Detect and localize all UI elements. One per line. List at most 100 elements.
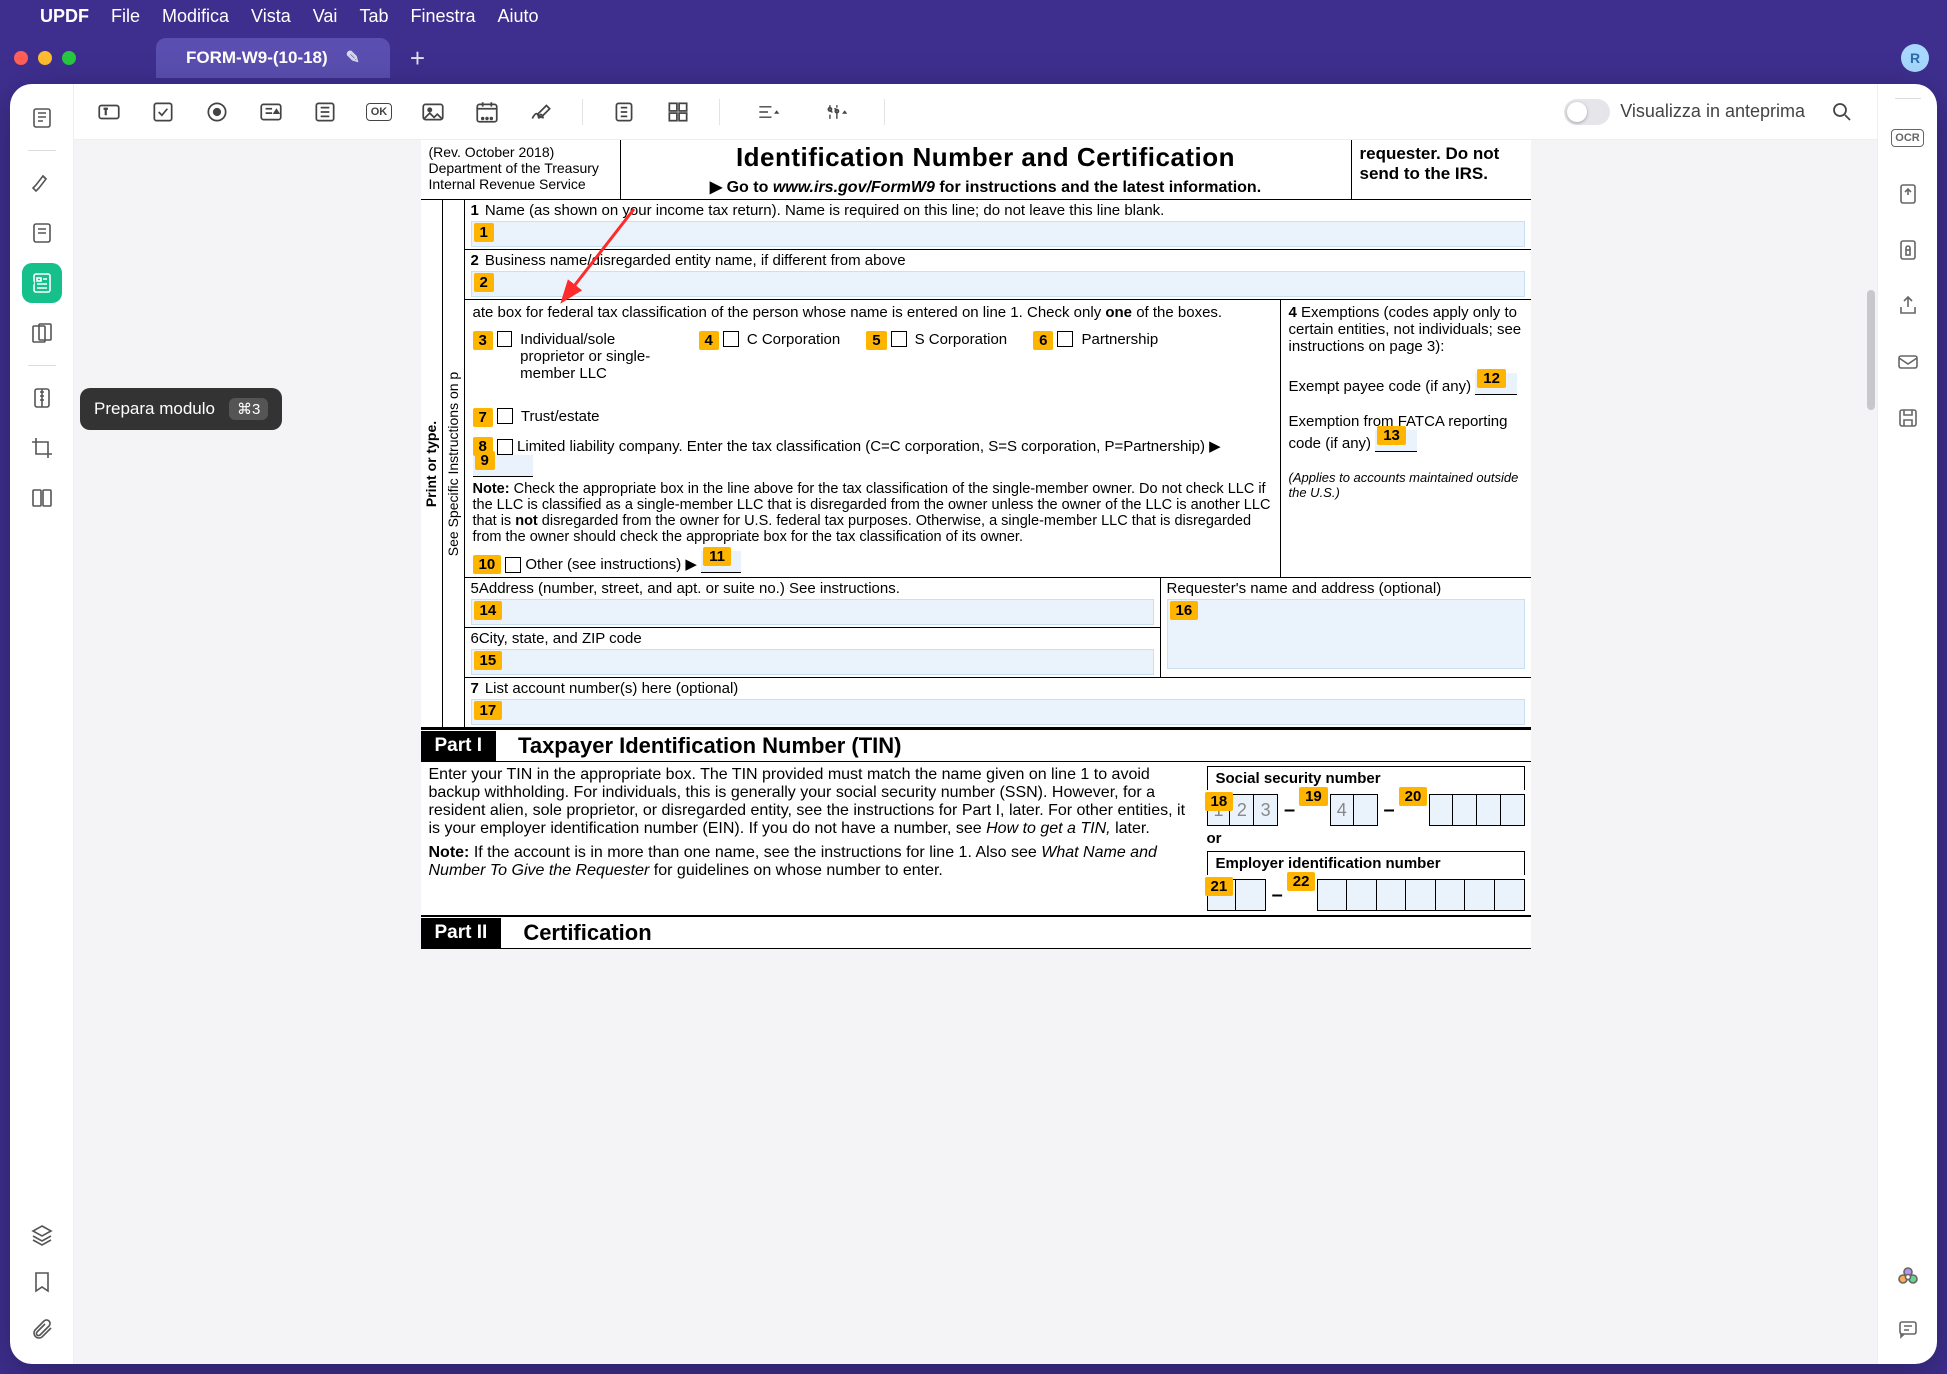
document-tab[interactable]: FORM-W9-(10-18) ✎ [156,38,390,78]
user-avatar[interactable]: R [1901,44,1929,72]
reader-tool[interactable] [22,98,62,138]
ai-assistant-button[interactable] [1891,1260,1925,1294]
prepare-form-tool[interactable] [22,263,62,303]
checkbox-individual[interactable] [497,331,512,347]
mac-menubar: UPDF File Modifica Vista Vai Tab Finestr… [0,0,1947,32]
save-button[interactable] [1891,401,1925,435]
field-address[interactable]: 14 [471,599,1154,625]
document-viewport[interactable]: (Rev. October 2018) Department of the Tr… [74,140,1877,1364]
app-window: Prepara modulo ⌘3 OK Visualizza in antep… [10,84,1937,1364]
vertical-label-inner: See Specific Instructions on p [443,200,465,727]
ein-digit[interactable] [1317,879,1347,911]
search-button[interactable] [1825,95,1859,129]
checkbox-tool[interactable] [146,95,180,129]
ocr-button[interactable]: OCR [1891,121,1925,155]
date-field-tool[interactable] [470,95,504,129]
bookmark-icon[interactable] [30,1270,54,1299]
crop-tool[interactable] [22,428,62,468]
menu-tab[interactable]: Tab [359,6,388,27]
compare-tool[interactable] [22,478,62,518]
field-city[interactable]: 15 [471,649,1154,675]
close-window-button[interactable] [14,51,28,65]
ein-digit[interactable] [1377,879,1407,911]
organize-pages-tool[interactable] [22,313,62,353]
highlight-tool[interactable] [22,163,62,203]
ein-digit[interactable] [1406,879,1436,911]
field-marker: 10 [473,555,502,574]
field-business[interactable]: 2 [471,271,1525,297]
field-accounts[interactable]: 17 [471,699,1525,725]
menu-edit[interactable]: Modifica [162,6,229,27]
preview-toggle[interactable] [1564,99,1610,125]
ssn-digit[interactable] [1429,794,1453,826]
checkbox-other[interactable] [505,557,521,573]
ssn-digit[interactable] [1477,794,1501,826]
field-other[interactable]: 11 [701,551,741,573]
part1-bar: Part I Taxpayer Identification Number (T… [421,728,1531,762]
rename-tab-icon[interactable]: ✎ [346,48,360,68]
menu-help[interactable]: Aiuto [498,6,539,27]
new-tab-button[interactable]: + [410,43,425,74]
field-name[interactable]: 1 [471,221,1525,247]
image-field-tool[interactable] [416,95,450,129]
radio-tool[interactable] [200,95,234,129]
field-marker: 9 [475,451,495,470]
ssn-digit[interactable] [1501,794,1525,826]
form-title: Identification Number and Certification [627,142,1345,173]
export-button[interactable] [1891,177,1925,211]
edit-text-tool[interactable] [22,213,62,253]
text-field-tool[interactable] [92,95,126,129]
comments-button[interactable] [1891,1312,1925,1346]
ein-digit[interactable] [1436,879,1466,911]
rside-sep [1895,98,1921,99]
checkbox-scorp[interactable] [891,331,907,347]
field-payee-code[interactable]: 12 [1475,373,1517,395]
share-button[interactable] [1891,289,1925,323]
part2-bar: Part II Certification [421,915,1531,949]
menu-go[interactable]: Vai [313,6,338,27]
ssn-digit[interactable] [1453,794,1477,826]
preview-label: Visualizza in anteprima [1620,101,1805,122]
button-tool[interactable]: OK [362,95,396,129]
ssn-boxes: 18 1 2 3 – 19 4 – 20 [1207,794,1525,826]
attachment-icon[interactable] [30,1317,54,1346]
minimize-window-button[interactable] [38,51,52,65]
checkbox-ccorp[interactable] [723,331,739,347]
align-tool[interactable] [744,95,792,129]
app-name[interactable]: UPDF [40,6,89,27]
form-order-tool[interactable] [607,95,641,129]
vertical-scrollbar[interactable] [1867,290,1875,410]
form-right2: send to the IRS. [1360,164,1523,184]
signature-tool[interactable] [524,95,558,129]
layers-icon[interactable] [30,1223,54,1252]
listbox-tool[interactable] [308,95,342,129]
field-requester[interactable]: 16 [1167,599,1525,669]
protect-button[interactable] [1891,233,1925,267]
field-marker: 15 [474,651,503,670]
ssn-header: Social security number [1207,766,1525,790]
ssn-digit[interactable]: 3 [1254,794,1278,826]
ein-digit[interactable] [1465,879,1495,911]
checkbox-trust[interactable] [497,408,513,424]
checkbox-partnership[interactable] [1057,331,1073,347]
field-fatca-code[interactable]: 13 [1375,430,1417,452]
fullscreen-window-button[interactable] [62,51,76,65]
right-sidebar: OCR [1877,84,1937,1364]
menu-window[interactable]: Finestra [410,6,475,27]
field-llc-class[interactable]: 9 [473,455,533,477]
ein-digit[interactable] [1347,879,1377,911]
mail-button[interactable] [1891,345,1925,379]
dropdown-tool[interactable] [254,95,288,129]
menu-file[interactable]: File [111,6,140,27]
form-grid-tool[interactable] [661,95,695,129]
ssn-digit[interactable] [1354,794,1378,826]
form-settings-tool[interactable] [812,95,860,129]
ein-digit[interactable] [1495,879,1525,911]
ssn-digit[interactable]: 2 [1230,794,1254,826]
checkbox-llc[interactable] [497,439,513,455]
compress-tool[interactable] [22,378,62,418]
form-header: (Rev. October 2018) Department of the Tr… [421,140,1531,200]
menu-view[interactable]: Vista [251,6,291,27]
ein-digit[interactable] [1236,879,1266,911]
ssn-digit[interactable]: 4 [1330,794,1354,826]
